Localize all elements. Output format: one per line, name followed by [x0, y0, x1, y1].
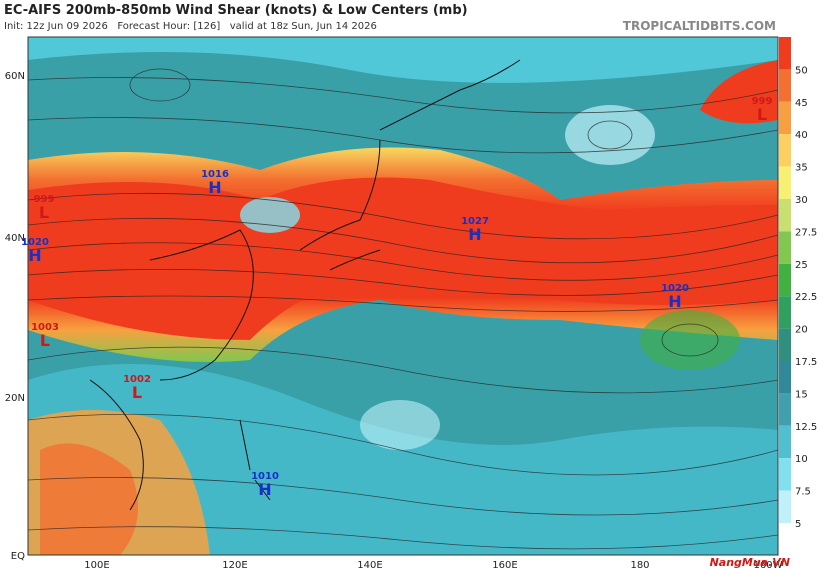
- center-pressure: 1016: [201, 169, 229, 180]
- lon-label: 120E: [222, 560, 247, 571]
- center-type: H: [208, 178, 221, 197]
- title: EC-AIFS 200mb-850mb Wind Shear (knots) &…: [4, 3, 468, 18]
- colorbar-segment: [779, 523, 791, 556]
- colorbar-segment: [779, 328, 791, 361]
- center-pressure: 999: [34, 194, 55, 205]
- colorbar-segment: [779, 490, 791, 523]
- colorbar-label: 50: [795, 65, 808, 76]
- center-pressure: 1020: [21, 237, 49, 248]
- colorbar-segment: [779, 37, 791, 70]
- colorbar-segment: [779, 361, 791, 394]
- colorbar-label: 5: [795, 519, 801, 530]
- colorbar-label: 27.5: [795, 227, 817, 238]
- center-pressure: 1020: [661, 283, 689, 294]
- lat-label: 40N: [5, 233, 25, 244]
- lon-label: 160W: [754, 560, 783, 571]
- lat-label: EQ: [11, 551, 25, 562]
- subtitle: Init: 12z Jun 09 2026 Forecast Hour: [12…: [4, 21, 377, 32]
- colorbar-label: 15: [795, 389, 808, 400]
- center-type: L: [757, 105, 767, 124]
- colorbar-segment: [779, 296, 791, 329]
- colorbar-label: 30: [795, 195, 808, 206]
- colorbar-segment: [779, 69, 791, 102]
- center-type: H: [668, 292, 681, 311]
- lon-label: 140E: [357, 560, 382, 571]
- lon-label: 100E: [84, 560, 109, 571]
- colorbar-segment: [779, 393, 791, 426]
- center-type: H: [258, 480, 271, 499]
- colorbar-segment: [779, 166, 791, 199]
- colorbar-segment: [779, 263, 791, 297]
- colorbar-segment: [779, 425, 791, 459]
- watermark: NangMua.VN: [710, 556, 790, 569]
- lat-label: 20N: [5, 393, 25, 404]
- colorbar-label: 40: [795, 130, 808, 141]
- center-type: L: [39, 203, 49, 222]
- center-type: H: [28, 246, 41, 265]
- map-frame: [27, 36, 779, 556]
- colorbar-label: 35: [795, 163, 808, 174]
- brand: TROPICALTIDBITS.COM: [623, 19, 776, 33]
- colorbar-label: 10: [795, 454, 808, 465]
- colorbar-segment: [779, 231, 791, 264]
- center-type: L: [40, 331, 50, 350]
- colorbar-segment: [779, 134, 791, 167]
- lon-label: 160E: [492, 560, 517, 571]
- colorbar-label: 20: [795, 325, 808, 336]
- map-field: [28, 37, 778, 555]
- colorbar-label: 7.5: [795, 487, 811, 498]
- colorbar-label: 17.5: [795, 357, 817, 368]
- center-pressure: 1010: [251, 471, 279, 482]
- colorbar-label: 45: [795, 98, 808, 109]
- colorbar-label: 25: [795, 260, 808, 271]
- center-pressure: 1002: [123, 374, 151, 385]
- center-pressure: 999: [752, 96, 773, 107]
- colorbar-segment: [779, 199, 791, 232]
- colorbar-label: 22.5: [795, 292, 817, 303]
- colorbar-segment: [779, 458, 791, 491]
- lon-label: 180: [630, 560, 649, 571]
- center-pressure: 1003: [31, 322, 59, 333]
- center-type: L: [132, 383, 142, 402]
- center-pressure: 1027: [461, 216, 489, 227]
- colorbar-label: 12.5: [795, 422, 817, 433]
- lat-label: 60N: [5, 71, 25, 82]
- colorbar-segment: [779, 101, 791, 135]
- center-type: H: [468, 225, 481, 244]
